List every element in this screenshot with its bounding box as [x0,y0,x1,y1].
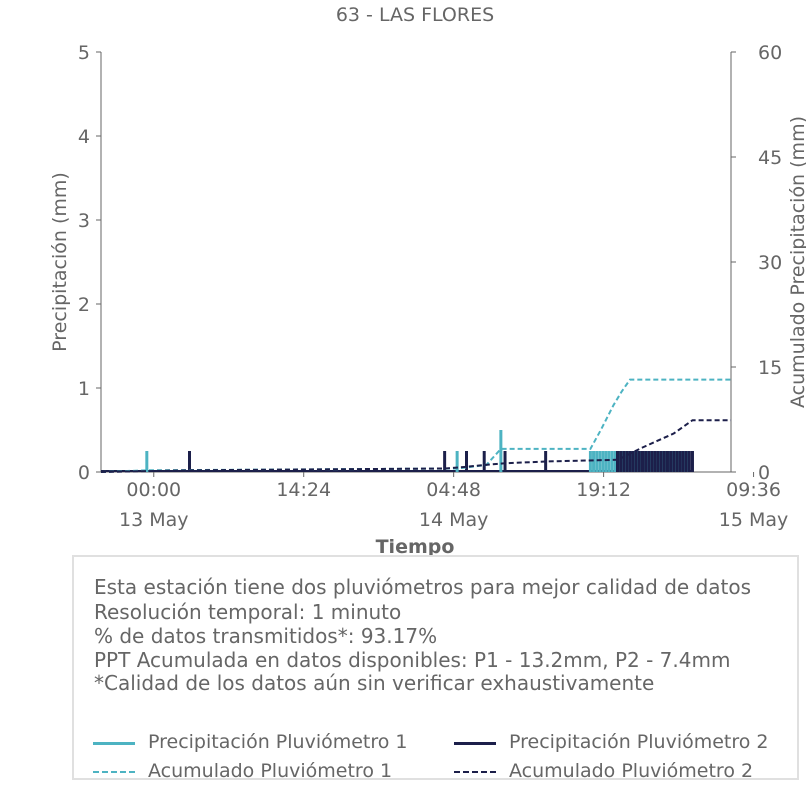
info-box: Esta estación tiene dos pluviómetros par… [72,555,799,782]
y2-tick-label: 15 [758,357,782,379]
y-tick-label: 3 [78,210,90,232]
info-line-transmitted: % de datos transmitidos*: 93.17% [94,624,438,648]
y2-axis-label: Acumulado Precipitación (mm) [787,116,806,408]
x-tick-time-label: 14:24 [276,479,331,501]
y-tick-label: 0 [78,462,90,484]
x-tick-date-label: 15 May [719,509,789,531]
y-tick-label: 2 [78,294,90,316]
legend-label-p2: Precipitación Pluviómetro 2 [509,731,769,753]
y2-tick-label: 30 [758,252,782,274]
y2-tick-label: 45 [758,147,782,169]
legend-label-p1: Precipitación Pluviómetro 1 [148,731,408,753]
x-tick-time-label: 00:00 [126,479,181,501]
info-line-dual-gauge: Esta estación tiene dos pluviómetros par… [94,575,752,599]
info-line-accumulated: PPT Acumulada en datos disponibles: P1 -… [94,648,731,672]
x-tick-time-label: 04:48 [426,479,481,501]
x-tick-date-label: 14 May [419,509,489,531]
y2-tick-label: 0 [758,462,770,484]
x-tick-time-label: 09:36 [726,479,781,501]
legend-label-a2: Acumulado Pluviómetro 2 [509,760,754,782]
legend-swatch-a2 [454,771,496,773]
info-line-resolution: Resolución temporal: 1 minuto [94,600,402,624]
info-line-quality-note: *Calidad de los datos aún sin verificar … [94,671,655,695]
legend-swatch-a1 [93,771,135,773]
x-tick-date-label: 13 May [119,509,189,531]
y-tick-label: 1 [78,378,90,400]
y-tick-label: 5 [78,42,90,64]
accumulated-line [100,419,731,473]
x-axis-label: Tiempo [376,536,455,558]
legend-swatch-p1 [93,742,135,745]
y2-tick-label: 60 [758,42,782,64]
legend-swatch-p2 [454,742,496,745]
chart-title: 63 - LAS FLORES [336,4,494,26]
y-tick-label: 4 [78,126,90,148]
legend-label-a1: Acumulado Pluviómetro 1 [148,760,393,782]
y-axis-label: Precipitación (mm) [49,172,71,352]
x-tick-time-label: 19:12 [576,479,631,501]
